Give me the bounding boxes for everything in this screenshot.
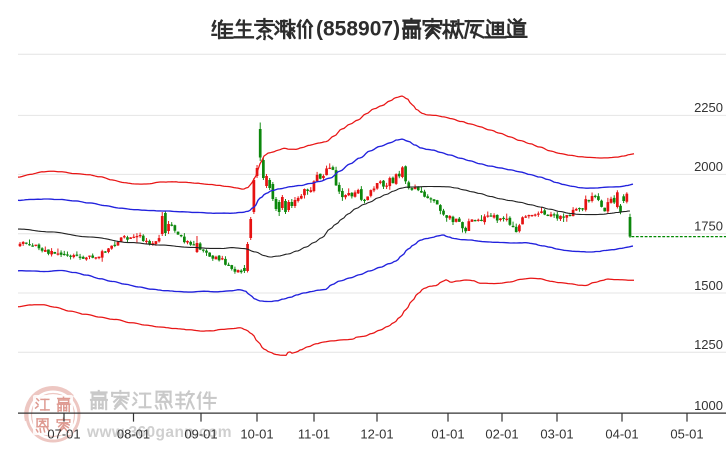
svg-text:07-01: 07-01 (47, 427, 80, 442)
svg-text:2000: 2000 (694, 159, 723, 174)
svg-text:1250: 1250 (694, 337, 723, 352)
svg-text:03-01: 03-01 (540, 427, 573, 442)
svg-text:(858907): (858907) (316, 18, 400, 41)
svg-text:09-01: 09-01 (184, 427, 217, 442)
svg-text:2250: 2250 (694, 100, 723, 115)
svg-text:12-01: 12-01 (360, 427, 393, 442)
svg-text:04-01: 04-01 (605, 427, 638, 442)
svg-text:05-01: 05-01 (670, 427, 703, 442)
svg-text:1000: 1000 (694, 398, 723, 413)
svg-text:01-01: 01-01 (431, 427, 464, 442)
svg-text:1750: 1750 (694, 219, 723, 234)
svg-text:www.360gann.com: www.360gann.com (86, 424, 232, 441)
svg-text:11-01: 11-01 (298, 427, 330, 442)
svg-text:02-01: 02-01 (485, 427, 518, 442)
svg-text:08-01: 08-01 (117, 427, 150, 442)
svg-text:10-01: 10-01 (240, 427, 273, 442)
svg-text:1500: 1500 (694, 278, 723, 293)
